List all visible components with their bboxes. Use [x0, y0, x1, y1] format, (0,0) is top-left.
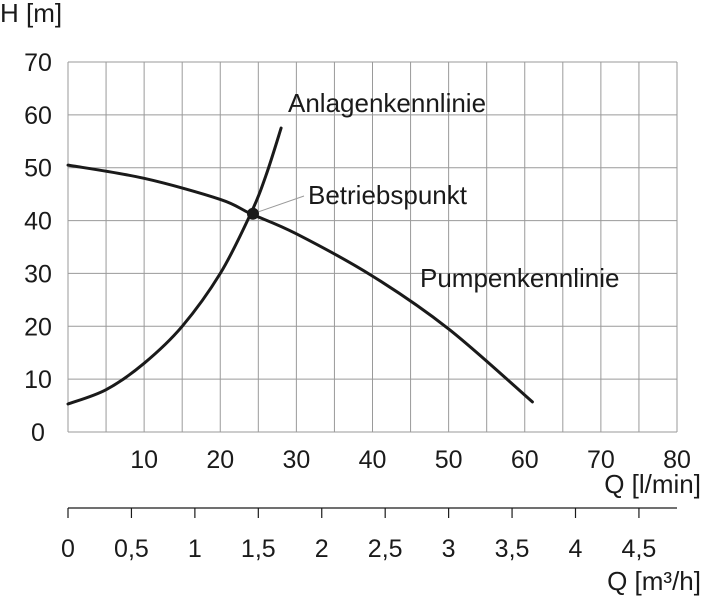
- x2-tick-label: 3,5: [495, 535, 530, 563]
- operating-point-marker: [246, 207, 259, 220]
- x2-tick-label: 0,5: [114, 535, 149, 563]
- curve-pumpenkennlinie: [66, 163, 534, 404]
- curves: [66, 126, 534, 406]
- y-tick-labels: 0 10 20 30 40 50 60 70: [24, 49, 52, 447]
- y-tick-label: 0: [31, 419, 45, 447]
- x-tick-labels: 10 20 30 40 50 60 70 80: [130, 446, 691, 474]
- annotation-betriebspunkt: Betriebspunkt: [308, 180, 468, 210]
- x-tick-label: 40: [359, 446, 387, 474]
- grid: [67, 61, 678, 433]
- y-tick-label: 20: [24, 313, 52, 341]
- x-tick-label: 60: [511, 446, 539, 474]
- x-tick-label: 30: [282, 446, 310, 474]
- x2-tick-label: 1,5: [241, 535, 276, 563]
- x2-tick-label: 2,5: [368, 535, 403, 563]
- x-axis-title: Q [l/min]: [604, 469, 701, 499]
- annotation-leader-line: [252, 195, 305, 215]
- x2-tick-label: 0: [61, 535, 75, 563]
- x2-axis-title: Q [m³/h]: [607, 566, 701, 596]
- x2-tick-label: 4,5: [622, 535, 657, 563]
- secondary-x-axis: 0 0,5 1 1,5 2 2,5 3 3,5 4 4,5: [61, 507, 677, 563]
- x-tick-label: 80: [663, 446, 691, 474]
- y-tick-label: 30: [24, 260, 52, 288]
- y-tick-label: 40: [24, 208, 52, 236]
- series-label-pumpenkennlinie: Pumpenkennlinie: [420, 263, 619, 293]
- series-label-anlagenkennlinie: Anlagenkennlinie: [288, 88, 486, 118]
- y-tick-label: 50: [24, 155, 52, 183]
- y-tick-label: 70: [24, 49, 52, 77]
- x-tick-label: 20: [206, 446, 234, 474]
- y-axis-title: H [m]: [0, 0, 62, 28]
- x2-tick-label: 1: [188, 535, 202, 563]
- y-tick-label: 10: [24, 366, 52, 394]
- x2-tick-label: 2: [315, 535, 329, 563]
- curve-anlagenkennlinie: [66, 126, 283, 406]
- x2-tick-label: 3: [442, 535, 456, 563]
- x-tick-label: 10: [130, 446, 158, 474]
- x-tick-label: 50: [435, 446, 463, 474]
- x2-tick-label: 4: [569, 535, 583, 563]
- y-tick-label: 60: [24, 102, 52, 130]
- x-tick-label: 70: [587, 446, 615, 474]
